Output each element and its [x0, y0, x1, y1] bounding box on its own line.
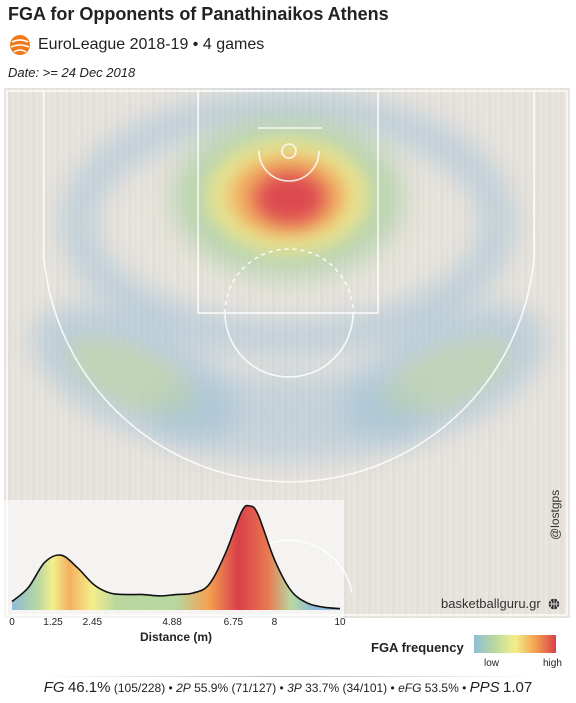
x-tick-label: 0 — [9, 617, 15, 628]
chart-title: FGA for Opponents of Panathinaikos Athen… — [8, 4, 389, 24]
legend-colorbar — [474, 635, 556, 653]
p2-counts: (71/127) — [231, 681, 277, 695]
x-tick-label: 4.88 — [162, 617, 182, 628]
p2-label: 2P — [176, 681, 191, 695]
p3-label: 3P — [287, 681, 302, 695]
x-tick-label: 8 — [272, 617, 278, 628]
legend-high-label: high — [543, 658, 562, 669]
basketball-icon — [548, 598, 560, 610]
shooting-stats: FG 46.1% (105/228) • 2P 55.9% (71/127) •… — [43, 679, 533, 696]
author-handle: @lostgps — [548, 489, 562, 540]
x-tick-label: 1.25 — [43, 617, 63, 628]
x-tick-label: 2.45 — [83, 617, 103, 628]
fg-counts: (105/228) — [113, 681, 166, 695]
euroleague-logo-icon — [10, 35, 30, 55]
heat-outer-ring — [61, 91, 515, 355]
p2-pct: 55.9% — [194, 681, 229, 695]
date-filter: Date: >= 24 Dec 2018 — [8, 65, 136, 80]
density-fill — [12, 505, 340, 610]
heat-rim-hot — [254, 172, 326, 224]
efg-label: eFG — [398, 681, 422, 695]
heatmap-layer — [31, 91, 547, 463]
distance-density-chart — [2, 500, 344, 618]
x-tick-label: 6.75 — [224, 617, 244, 628]
fg-label: FG — [43, 679, 65, 696]
court-svg — [6, 90, 568, 616]
court-heatmap — [4, 88, 570, 618]
stats-separator — [40, 676, 536, 677]
chart-subtitle: EuroLeague 2018-19 • 4 games — [38, 36, 265, 53]
heat-top-arc — [148, 373, 428, 463]
legend-low-label: low — [484, 658, 500, 669]
distance-axis: 0 1.25 2.45 4.88 6.75 8 10 Distance (m) — [9, 617, 346, 644]
p3-pct: 33.7% — [305, 681, 340, 695]
p3-counts: (34/101) — [342, 681, 388, 695]
efg-pct: 53.5% — [424, 681, 459, 695]
pps-value: 1.07 — [503, 679, 533, 696]
x-axis-label: Distance (m) — [140, 630, 212, 644]
density-outline — [11, 504, 341, 610]
source-credit: basketballguru.gr — [441, 596, 541, 611]
x-tick-label: 10 — [334, 617, 346, 628]
fg-pct: 46.1% — [67, 679, 111, 696]
legend-title: FGA frequency — [371, 640, 464, 655]
pps-label: PPS — [469, 679, 500, 696]
